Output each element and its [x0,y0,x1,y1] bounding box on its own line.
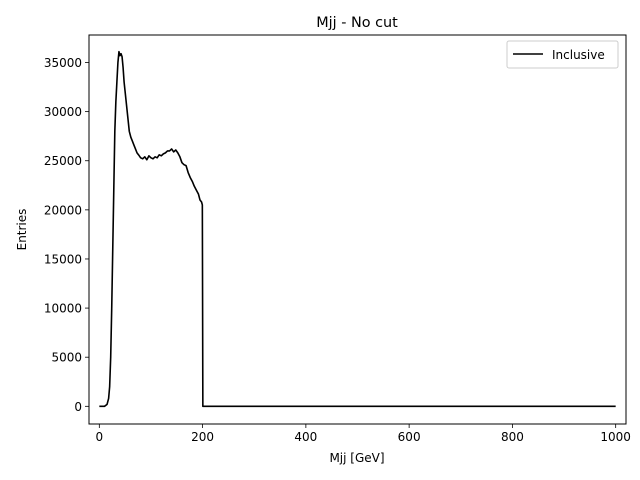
x-axis-label: Mjj [GeV] [329,451,384,465]
y-tick-label: 20000 [44,203,82,217]
legend: Inclusive [506,40,619,69]
x-tick-label: 600 [398,430,421,444]
series-layer [99,50,616,408]
x-tick-label: 400 [294,430,317,444]
series-line-inclusive [99,50,616,408]
y-tick-label: 25000 [44,154,82,168]
chart-title: Mjj - No cut [316,15,398,31]
y-tick-label: 0 [74,400,82,414]
legend-box [506,40,619,69]
y-tick-label: 15000 [44,252,82,266]
x-tick-label: 1000 [600,430,631,444]
y-axis-ticks: 0 5000 10000 15000 20000 25000 30000 35000 [44,56,89,414]
y-tick-label: 10000 [44,302,82,316]
y-tick-label: 35000 [44,56,82,70]
x-tick-label: 800 [501,430,524,444]
y-axis-label: Entries [15,209,29,251]
x-tick-label: 200 [191,430,214,444]
x-axis-ticks: 0 200 400 600 800 1000 [96,424,631,444]
y-tick-label: 5000 [51,351,82,365]
x-tick-label: 0 [96,430,104,444]
legend-label: Inclusive [552,48,605,62]
y-tick-label: 30000 [44,105,82,119]
plot-area [88,34,627,425]
